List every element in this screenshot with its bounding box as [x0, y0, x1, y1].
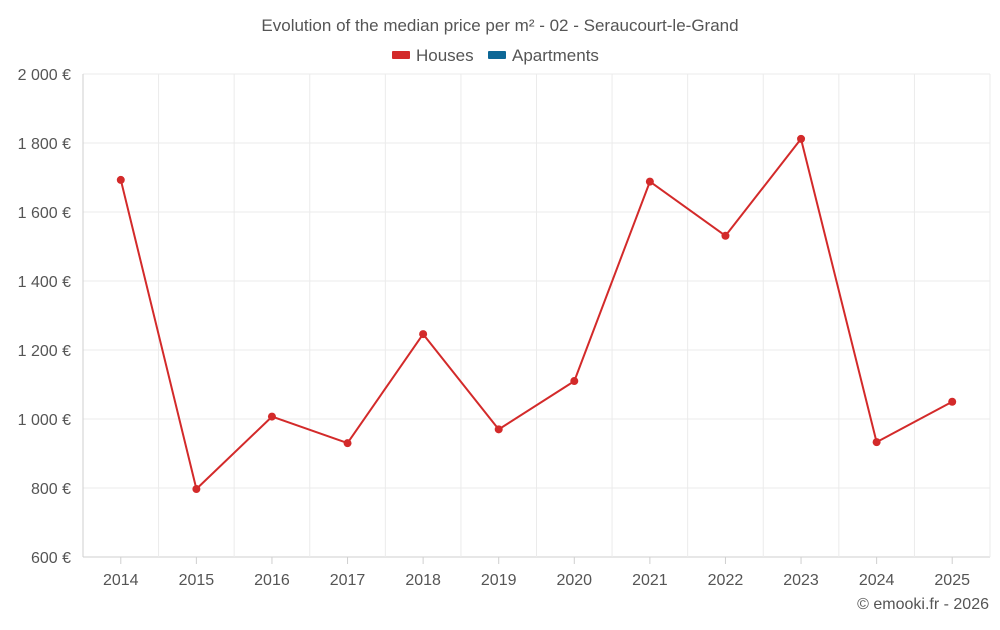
x-tick-label: 2016 [254, 572, 290, 589]
y-tick-label: 600 € [31, 550, 71, 567]
data-point-houses-2025 [948, 397, 957, 406]
x-tick-label: 2014 [103, 572, 139, 589]
data-point-houses-2022 [721, 231, 730, 240]
x-tick-label: 2017 [330, 572, 366, 589]
data-point-houses-2014 [116, 175, 125, 184]
y-tick-label: 800 € [31, 481, 71, 498]
data-point-houses-2020 [570, 377, 579, 386]
y-tick-label: 2 000 € [18, 67, 71, 84]
legend-label-apartments: Apartments [512, 46, 599, 65]
chart-title: Evolution of the median price per m² - 0… [261, 16, 738, 35]
x-tick-label: 2018 [405, 572, 441, 589]
data-point-houses-2018 [419, 330, 428, 339]
x-tick-label: 2023 [783, 572, 819, 589]
y-tick-label: 1 400 € [18, 274, 71, 291]
x-tick-label: 2015 [179, 572, 215, 589]
y-tick-label: 1 000 € [18, 412, 71, 429]
grid-lines [82, 73, 991, 558]
series-line-houses [119, 137, 953, 490]
x-tick-label: 2025 [934, 572, 970, 589]
data-point-houses-2017 [343, 439, 352, 448]
data-point-houses-2015 [192, 485, 201, 494]
copyright-credit: © emooki.fr - 2026 [857, 596, 989, 613]
x-tick-label: 2022 [708, 572, 744, 589]
x-tick-label: 2020 [556, 572, 592, 589]
y-axis: 600 € 800 € 1 000 € 1 200 € 1 400 € 1 600 € 1 … [18, 67, 71, 567]
data-point-houses-2021 [645, 177, 654, 186]
legend-label-houses: Houses [416, 46, 474, 65]
y-tick-label: 1 600 € [18, 205, 71, 222]
x-tick-label: 2019 [481, 572, 517, 589]
data-point-houses-2024 [872, 438, 881, 447]
legend-swatch-houses [392, 51, 410, 59]
x-tick-label: 2024 [859, 572, 895, 589]
x-axis: 2014 2015 2016 2017 2018 2019 2020 2021 2022 2023… [103, 557, 970, 589]
legend: Houses Apartments [392, 46, 599, 65]
data-point-houses-2019 [494, 425, 503, 434]
legend-swatch-apartments [488, 51, 506, 59]
data-point-houses-2023 [797, 134, 806, 143]
y-tick-label: 1 200 € [18, 343, 71, 360]
x-tick-label: 2021 [632, 572, 668, 589]
data-point-houses-2016 [267, 412, 276, 421]
series-layer [116, 134, 957, 494]
y-tick-label: 1 800 € [18, 136, 71, 153]
